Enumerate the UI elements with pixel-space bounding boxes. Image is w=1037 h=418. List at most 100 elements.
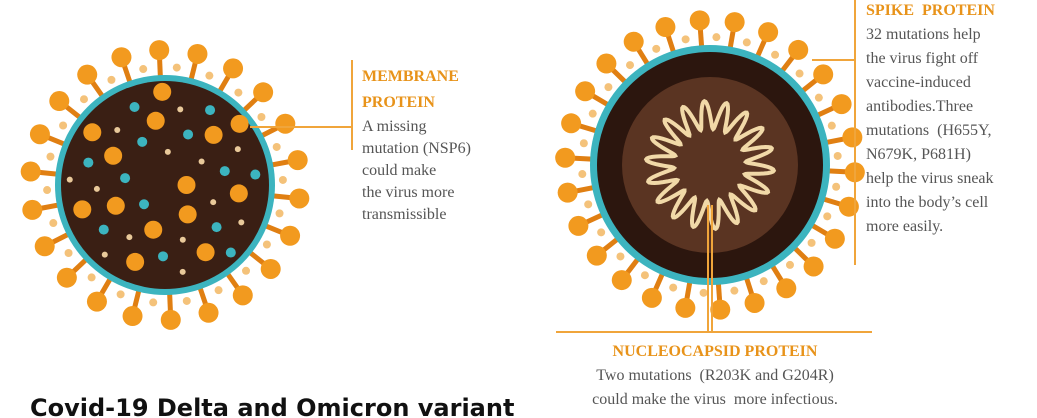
membrane-dot — [669, 284, 677, 292]
membrane-dot — [215, 286, 223, 294]
callout-text: mutation (NSP6) — [362, 140, 471, 158]
surface-dot — [94, 186, 100, 192]
membrane-dot — [700, 289, 708, 297]
membrane-dot — [65, 249, 73, 257]
surface-dot — [130, 102, 140, 112]
spike-head — [745, 293, 765, 313]
spike-head — [123, 306, 143, 326]
surface-dot — [250, 170, 260, 180]
spike-head — [710, 300, 730, 320]
surface-dot — [104, 147, 122, 165]
spike-head — [223, 58, 243, 78]
surface-dot — [137, 137, 147, 147]
membrane-dot — [88, 273, 96, 281]
spike-head — [261, 259, 281, 279]
membrane-dot — [823, 212, 831, 220]
spike-head — [813, 64, 833, 84]
spike-head — [77, 65, 97, 85]
membrane-dot — [760, 277, 768, 285]
spike-head — [57, 268, 77, 288]
membrane-dot — [276, 209, 284, 217]
surface-dot — [107, 197, 125, 215]
surface-dot — [197, 243, 215, 261]
membrane-dot — [183, 297, 191, 305]
membrane-dot — [834, 152, 842, 160]
callout-text: transmissible — [362, 206, 446, 224]
membrane-dot — [712, 33, 720, 41]
surface-dot — [120, 173, 130, 183]
spike-head — [568, 216, 588, 236]
virus-core — [622, 77, 798, 253]
surface-dot — [178, 176, 196, 194]
membrane-dot — [173, 64, 181, 72]
surface-dot — [180, 269, 186, 275]
callout-text: the virus more — [362, 184, 454, 202]
spike-head — [22, 200, 42, 220]
spike-head — [555, 148, 575, 168]
surface-dot — [139, 199, 149, 209]
membrane-dot — [652, 45, 660, 53]
callout-text: vaccine-induced — [866, 74, 971, 92]
spike-head — [776, 278, 796, 298]
membrane-dot — [743, 38, 751, 46]
spike-head — [624, 32, 644, 52]
membrane-dot — [80, 95, 88, 103]
surface-dot — [165, 149, 171, 155]
surface-dot — [126, 253, 144, 271]
membrane-dot — [589, 110, 597, 118]
footer-title: Covid-19 Delta and Omicron variant — [30, 394, 514, 418]
membrane-dot — [828, 122, 836, 130]
spike-head — [49, 91, 69, 111]
surface-dot — [205, 126, 223, 144]
membrane-dot — [815, 94, 823, 102]
surface-dot — [199, 158, 205, 164]
callout-text: 32 mutations help — [866, 26, 981, 44]
spike-head — [655, 17, 675, 37]
membrane-dot — [597, 228, 605, 236]
membrane-dot — [234, 89, 242, 97]
spike-head — [35, 236, 55, 256]
surface-dot — [153, 83, 171, 101]
surface-dot — [83, 123, 101, 141]
membrane-dot — [107, 76, 115, 84]
surface-dot — [220, 166, 230, 176]
callout-text: more easily. — [866, 218, 943, 236]
spike-head — [675, 298, 695, 318]
membrane-dot — [139, 65, 147, 73]
spike-head — [87, 292, 107, 312]
spike-head — [280, 226, 300, 246]
membrane-dot — [263, 240, 271, 248]
spike-head — [690, 10, 710, 30]
surface-dot — [231, 115, 249, 133]
spike-head — [149, 40, 169, 60]
callout-title: SPIKE PROTEIN — [866, 2, 995, 20]
callout-text: the virus fight off — [866, 50, 978, 68]
membrane-dot — [59, 122, 67, 130]
membrane-dot — [257, 113, 265, 121]
callout-text: antibodies.Three — [866, 98, 973, 116]
membrane-dot — [578, 170, 586, 178]
spike-head — [596, 54, 616, 74]
membrane-dot — [616, 252, 624, 260]
spike-head — [161, 310, 181, 330]
membrane-dot — [682, 35, 690, 43]
surface-dot — [230, 184, 248, 202]
callout-text: Two mutations (R203K and G204R) — [596, 367, 834, 385]
surface-dot — [67, 177, 73, 183]
membrane-dot — [771, 51, 779, 59]
membrane-dot — [580, 139, 588, 147]
spike-head — [253, 82, 273, 102]
callout-text: mutations (H655Y, — [866, 122, 991, 140]
surface-dot — [183, 129, 193, 139]
membrane-dot — [832, 183, 840, 191]
surface-dot — [212, 222, 222, 232]
spike-head — [804, 256, 824, 276]
membrane-dot — [808, 239, 816, 247]
spike-head — [187, 44, 207, 64]
spike-head — [825, 229, 845, 249]
membrane-dot — [43, 186, 51, 194]
surface-dot — [83, 158, 93, 168]
membrane-dot — [641, 271, 649, 279]
spike-head — [289, 188, 309, 208]
spike-head — [21, 162, 41, 182]
